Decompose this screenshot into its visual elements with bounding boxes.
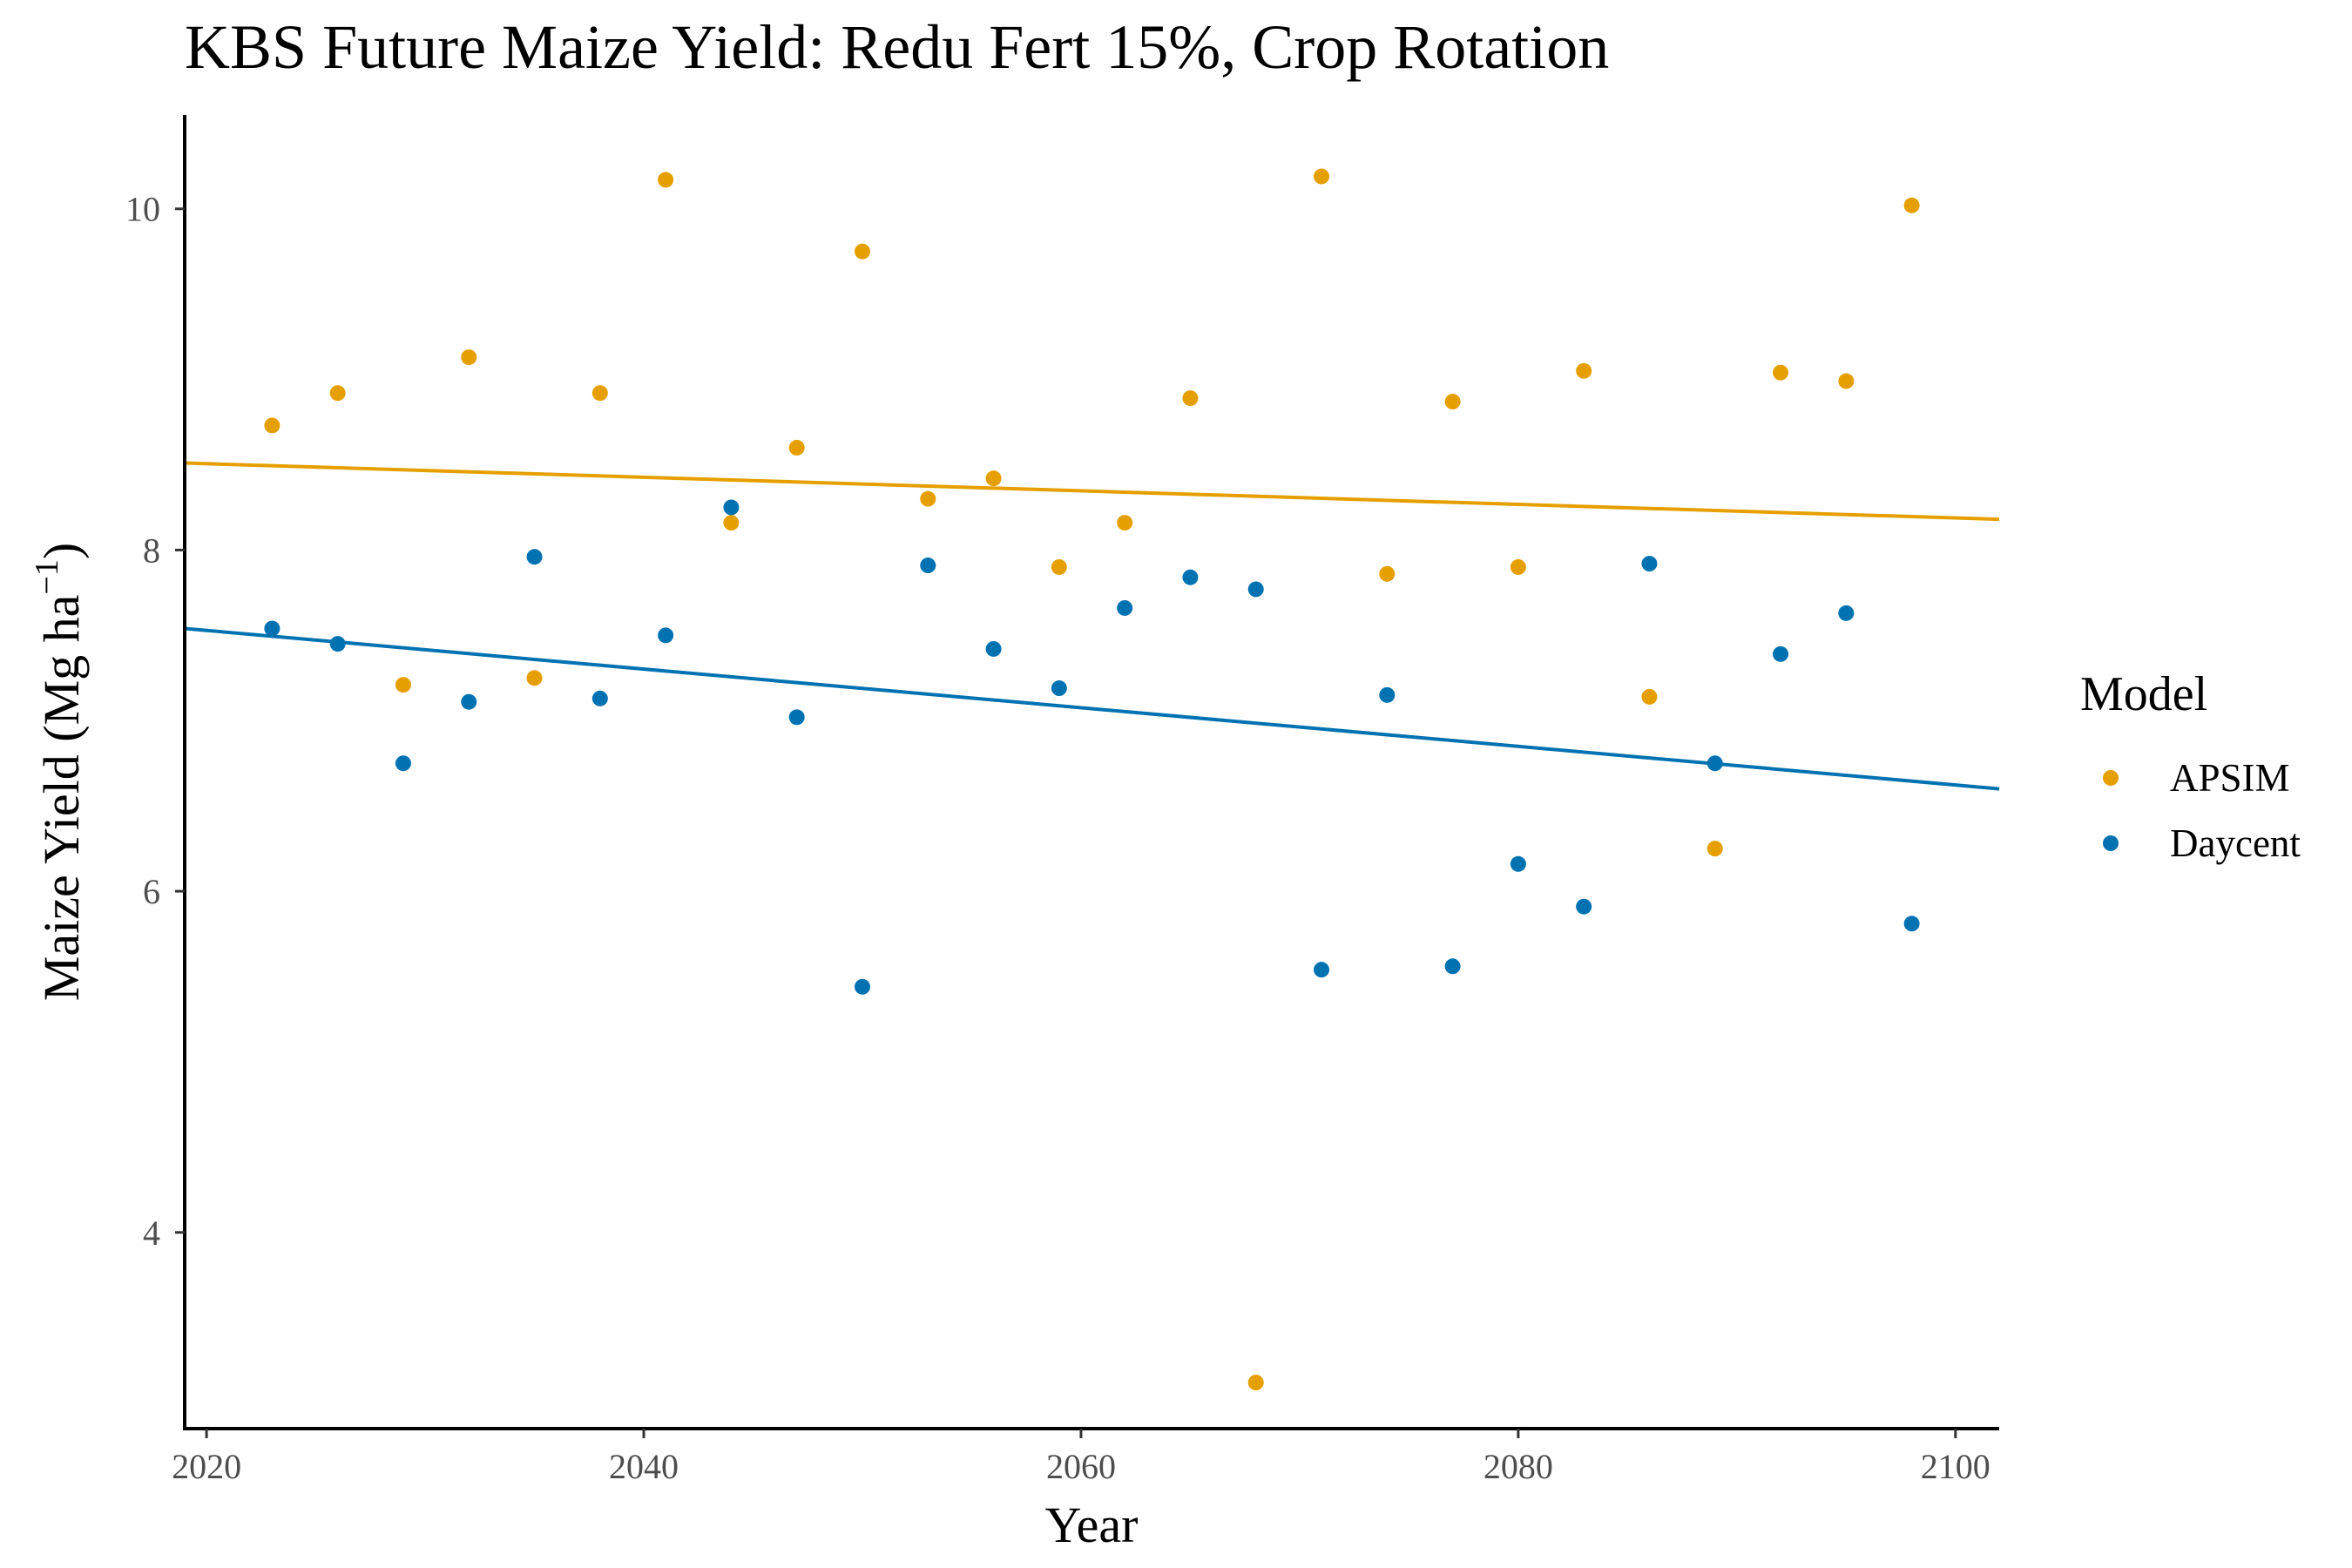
daycent-point <box>1182 569 1199 585</box>
x-tick-label: 2080 <box>1484 1447 1553 1486</box>
apsim-point <box>854 243 870 260</box>
apsim-point <box>920 490 936 507</box>
x-axis-title: Year <box>1045 1497 1139 1553</box>
apsim-point <box>526 670 543 686</box>
legend-label-apsim: APSIM <box>2170 756 2290 800</box>
apsim-point <box>1838 373 1855 389</box>
daycent-point <box>920 558 936 574</box>
x-tick-label: 2040 <box>609 1447 679 1486</box>
daycent-point <box>1707 755 1723 772</box>
y-tick-label: 4 <box>143 1213 160 1253</box>
y-tick-label: 8 <box>143 531 160 570</box>
y-axis-title-close: ) <box>33 543 90 559</box>
apsim-trend-line <box>184 461 2000 522</box>
daycent-point <box>723 499 740 516</box>
chart-title: KBS Future Maize Yield: Redu Fert 15%, C… <box>185 12 1609 82</box>
y-axis-title: Maize Yield (Mg ha−1) <box>29 543 90 1001</box>
daycent-point <box>461 693 477 710</box>
legend: Model APSIM Daycent <box>2080 667 2301 865</box>
apsim-point <box>329 385 346 402</box>
apsim-point <box>1641 688 1658 705</box>
daycent-point <box>526 549 543 565</box>
legend-key-apsim <box>2103 770 2119 786</box>
apsim-point <box>723 515 740 531</box>
apsim-point <box>1510 558 1526 575</box>
apsim-point <box>591 385 608 402</box>
legend-title: Model <box>2080 667 2207 721</box>
data-points <box>264 168 1920 1391</box>
apsim-point <box>461 349 477 366</box>
apsim-point <box>1379 565 1396 582</box>
y-axis-title-main: Maize Yield (Mg ha <box>33 595 90 1002</box>
apsim-point <box>395 677 411 693</box>
apsim-point <box>985 470 1002 487</box>
legend-key-daycent <box>2103 835 2119 851</box>
daycent-point <box>985 640 1002 657</box>
daycent-point <box>329 636 346 652</box>
daycent-point <box>1641 556 1658 572</box>
daycent-point <box>1903 916 1920 932</box>
apsim-point <box>1444 394 1461 410</box>
trend-lines <box>184 461 2000 791</box>
x-tick-label: 2020 <box>172 1447 241 1486</box>
apsim-point <box>1182 390 1199 407</box>
daycent-point <box>658 627 674 644</box>
daycent-point <box>1444 958 1461 975</box>
daycent-point <box>1576 898 1592 915</box>
apsim-point <box>1576 362 1592 379</box>
daycent-point <box>1773 645 1789 662</box>
apsim-point <box>1247 1375 1264 1391</box>
plot-area: 2020 2040 2060 2080 2100 4 6 8 10 <box>125 115 2000 1486</box>
apsim-point <box>788 439 805 456</box>
y-tick-label: 10 <box>125 190 160 229</box>
legend-items: APSIM Daycent <box>2103 756 2301 865</box>
x-tick-label: 2060 <box>1046 1447 1116 1486</box>
daycent-point <box>591 690 608 706</box>
apsim-point <box>1051 558 1067 575</box>
daycent-point <box>264 620 280 637</box>
apsim-point <box>1773 364 1789 381</box>
x-tick-label: 2100 <box>1921 1447 1990 1486</box>
legend-label-daycent: Daycent <box>2170 821 2301 865</box>
apsim-point <box>658 172 674 188</box>
daycent-point <box>1247 581 1264 598</box>
daycent-trend-line <box>184 626 2000 791</box>
daycent-point <box>788 709 805 726</box>
daycent-point <box>1314 962 1330 978</box>
daycent-point <box>1379 686 1396 703</box>
daycent-point <box>395 755 411 772</box>
apsim-point <box>264 417 280 434</box>
y-tick-label: 6 <box>143 872 160 911</box>
daycent-point <box>1117 599 1133 616</box>
daycent-point <box>1838 605 1855 621</box>
apsim-point <box>1903 197 1920 213</box>
apsim-point <box>1314 168 1330 185</box>
y-axis-title-superscript: −1 <box>29 559 65 594</box>
x-axis-ticks: 2020 2040 2060 2080 2100 <box>172 1429 1990 1486</box>
daycent-point <box>1051 680 1067 697</box>
svg-text:Maize Yield (Mg ha−1): Maize Yield (Mg ha−1) <box>29 543 90 1001</box>
apsim-point <box>1117 515 1133 531</box>
apsim-point <box>1707 841 1723 857</box>
y-axis-ticks: 4 6 8 10 <box>125 190 185 1253</box>
daycent-point <box>1510 855 1526 872</box>
daycent-point <box>854 978 870 995</box>
